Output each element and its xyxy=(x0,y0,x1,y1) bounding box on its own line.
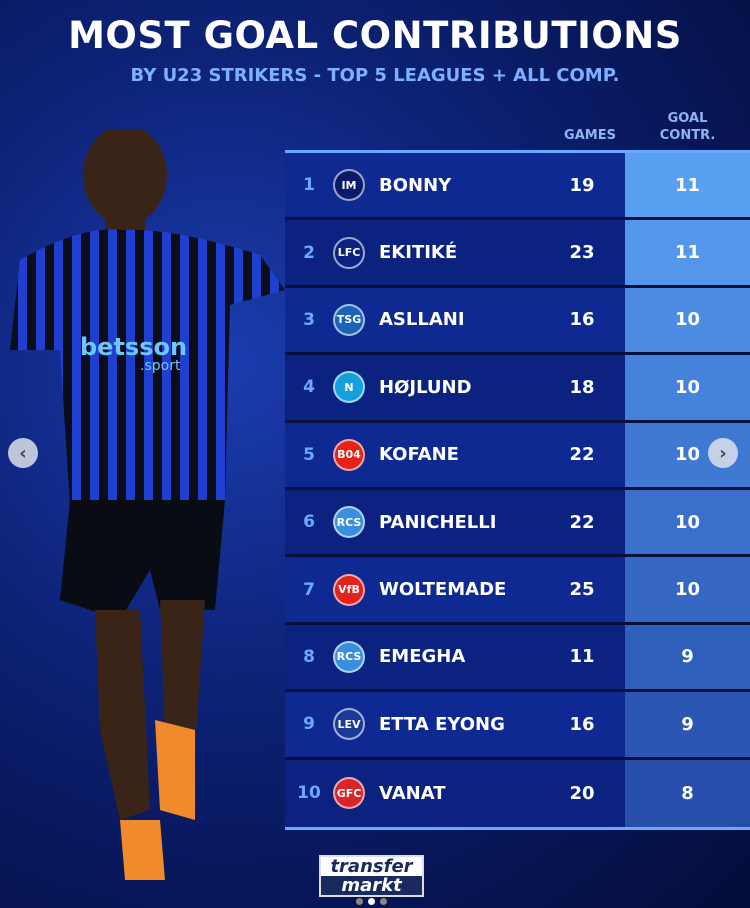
rank: 8 xyxy=(303,646,315,667)
table-row: 4 N HØJLUND 18 10 xyxy=(285,355,750,423)
row-player-cell: 7 VfB WOLTEMADE 25 xyxy=(285,557,625,622)
carousel-indicator[interactable] xyxy=(356,898,387,905)
club-crest-icon: LEV xyxy=(333,708,365,741)
club-crest-icon: N xyxy=(333,371,365,404)
games-value: 25 xyxy=(569,579,595,601)
table-row: 1 IM BONNY 19 11 xyxy=(285,153,750,221)
club-crest-icon: B04 xyxy=(333,438,365,471)
chevron-right-icon[interactable]: › xyxy=(708,438,738,468)
goal-contr-value: 10 xyxy=(625,287,750,353)
games-value: 20 xyxy=(569,782,595,804)
row-player-cell: 9 LEV ETTA EYONG 16 xyxy=(285,692,625,757)
table-row: 3 TSG ASLLANI 16 10 xyxy=(285,287,750,356)
rank: 7 xyxy=(303,579,315,600)
rank: 6 xyxy=(303,512,315,533)
player-name: VANAT xyxy=(379,782,446,804)
table-row: 6 RCS PANICHELLI 22 10 xyxy=(285,489,750,558)
goal-contr-value: 10 xyxy=(625,557,750,622)
table-row: 9 LEV ETTA EYONG 16 9 xyxy=(285,692,750,760)
player-name: ASLLANI xyxy=(379,309,465,331)
rank: 5 xyxy=(303,444,315,465)
player-photo: betsson .sport xyxy=(10,130,285,880)
goal-contr-value: 11 xyxy=(625,220,750,285)
player-name: EKITIKÉ xyxy=(379,242,458,264)
rank: 9 xyxy=(303,714,315,735)
player-name: HØJLUND xyxy=(379,376,472,398)
games-value: 18 xyxy=(569,376,595,398)
club-crest-icon: VfB xyxy=(333,573,365,606)
goal-contr-header: GOAL CONTR. xyxy=(640,110,735,144)
rank: 1 xyxy=(303,175,315,196)
rank: 2 xyxy=(303,242,315,263)
games-value: 22 xyxy=(569,511,595,533)
games-value: 16 xyxy=(569,713,595,735)
rank: 4 xyxy=(303,377,315,398)
shirt-sponsor-sub: .sport xyxy=(140,358,181,374)
page-title: MOST GOAL CONTRIBUTIONS xyxy=(68,14,682,57)
goal-contr-header-line2: CONTR. xyxy=(659,128,716,143)
row-player-cell: 1 IM BONNY 19 xyxy=(285,153,625,218)
player-name: KOFANE xyxy=(379,444,459,466)
goal-contr-value: 9 xyxy=(625,692,750,757)
club-crest-icon: GFC xyxy=(333,777,365,810)
club-crest-icon: IM xyxy=(333,169,365,202)
games-value: 22 xyxy=(569,444,595,466)
club-crest-icon: RCS xyxy=(333,640,365,673)
table-row: 10 GFC VANAT 20 8 xyxy=(285,759,750,827)
player-name: WOLTEMADE xyxy=(379,579,507,601)
table-row: 7 VfB WOLTEMADE 25 10 xyxy=(285,557,750,625)
goal-contr-value: 9 xyxy=(625,624,750,690)
club-crest-icon: RCS xyxy=(333,506,365,539)
carousel-dot-active[interactable] xyxy=(368,898,375,905)
row-player-cell: 8 RCS EMEGHA 11 xyxy=(285,624,625,690)
player-name: ETTA EYONG xyxy=(379,713,505,735)
club-crest-icon: LFC xyxy=(333,236,365,269)
player-name: EMEGHA xyxy=(379,646,466,668)
player-name: PANICHELLI xyxy=(379,511,497,533)
logo-line1: transfer xyxy=(321,857,422,876)
row-player-cell: 2 LFC EKITIKÉ 23 xyxy=(285,220,625,285)
games-value: 11 xyxy=(569,646,595,668)
chevron-left-icon[interactable]: ‹ xyxy=(8,438,38,468)
table-row: 5 B04 KOFANE 22 10 xyxy=(285,422,750,490)
goal-contr-value: 8 xyxy=(625,759,750,827)
row-player-cell: 5 B04 KOFANE 22 xyxy=(285,422,625,487)
shirt-sponsor: betsson xyxy=(80,333,187,361)
page-subtitle: BY U23 STRIKERS - TOP 5 LEAGUES + ALL CO… xyxy=(130,65,620,86)
row-player-cell: 3 TSG ASLLANI 16 xyxy=(285,287,625,353)
carousel-dot[interactable] xyxy=(356,898,363,905)
games-value: 19 xyxy=(569,174,595,196)
games-header: GAMES xyxy=(564,128,616,143)
rank: 10 xyxy=(297,783,321,804)
carousel-dot[interactable] xyxy=(380,898,387,905)
ranking-table: 1 IM BONNY 19 11 2 LFC EKITIKÉ 23 11 3 T… xyxy=(285,150,750,830)
goal-contr-header-line1: GOAL xyxy=(667,111,708,126)
row-player-cell: 6 RCS PANICHELLI 22 xyxy=(285,489,625,555)
logo-line2: markt xyxy=(341,875,402,896)
player-name: BONNY xyxy=(379,174,452,196)
row-player-cell: 10 GFC VANAT 20 xyxy=(285,759,625,827)
table-row: 8 RCS EMEGHA 11 9 xyxy=(285,624,750,693)
table-row: 2 LFC EKITIKÉ 23 11 xyxy=(285,220,750,288)
goal-contr-value: 10 xyxy=(625,489,750,555)
goal-contr-value: 10 xyxy=(625,355,750,420)
goal-contr-value: 11 xyxy=(625,153,750,218)
transfermarkt-logo: transfer markt xyxy=(319,855,424,897)
rank: 3 xyxy=(303,309,315,330)
games-value: 23 xyxy=(569,242,595,264)
club-crest-icon: TSG xyxy=(333,303,365,336)
row-player-cell: 4 N HØJLUND 18 xyxy=(285,355,625,420)
games-value: 16 xyxy=(569,309,595,331)
